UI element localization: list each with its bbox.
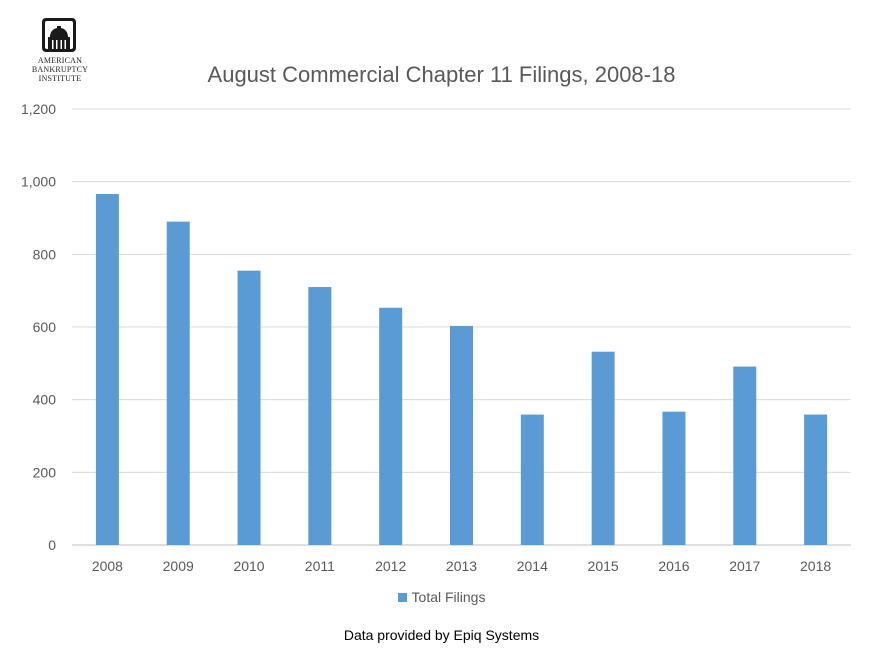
bar (662, 411, 686, 545)
x-tick-label: 2010 (233, 558, 264, 574)
y-tick-label: 600 (33, 319, 57, 335)
bar (166, 221, 190, 545)
x-tick-label: 2012 (375, 558, 406, 574)
x-tick-label: 2018 (800, 558, 831, 574)
x-tick-label: 2016 (658, 558, 689, 574)
y-tick-label: 1,000 (21, 174, 56, 190)
capitol-dome-icon (42, 18, 76, 52)
x-tick-label: 2014 (517, 558, 548, 574)
x-tick-label: 2015 (588, 558, 619, 574)
x-tick-label: 2008 (92, 558, 123, 574)
x-tick-label: 2017 (729, 558, 760, 574)
chart-legend: Total Filings (0, 589, 883, 605)
bar (237, 270, 261, 545)
logo-line-2: BANKRUPTCY (31, 65, 89, 74)
source-note: Data provided by Epiq Systems (343, 627, 540, 643)
bar (450, 325, 473, 545)
legend-swatch (397, 593, 407, 602)
bar (379, 307, 403, 545)
chart-title: August Commercial Chapter 11 Filings, 20… (207, 62, 676, 87)
logo-line-3: INSTITUTE (38, 74, 82, 83)
x-tick-label: 2009 (163, 558, 194, 574)
y-tick-label: 800 (33, 246, 57, 262)
bar (520, 414, 544, 545)
bar (733, 366, 757, 545)
bar (95, 194, 119, 545)
y-tick-label: 0 (48, 537, 56, 553)
bar (804, 414, 828, 545)
x-tick-label: 2011 (305, 558, 335, 574)
logo-line-1: AMERICAN (37, 56, 83, 65)
y-tick-label: 400 (33, 392, 57, 408)
bar (308, 287, 332, 545)
x-tick-label: 2013 (446, 558, 477, 574)
bar (591, 351, 615, 545)
legend-label: Total Filings (411, 589, 486, 605)
y-tick-label: 1,200 (21, 101, 56, 117)
y-tick-label: 200 (33, 464, 57, 480)
